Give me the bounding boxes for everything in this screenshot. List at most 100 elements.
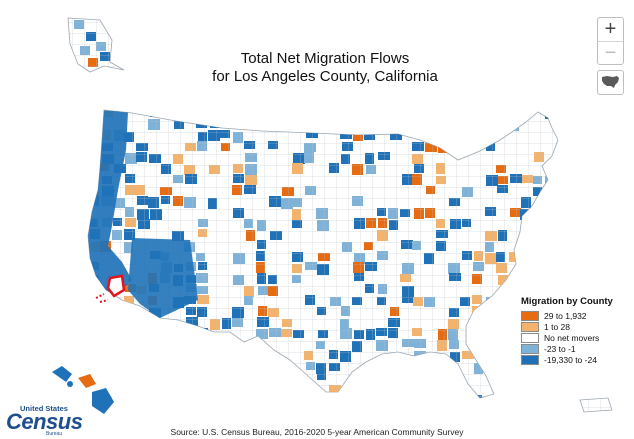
county-cell[interactable] bbox=[160, 341, 171, 351]
county-cell[interactable] bbox=[533, 394, 542, 403]
county-cell[interactable] bbox=[210, 374, 219, 384]
county-cell[interactable] bbox=[556, 143, 566, 154]
county-cell[interactable] bbox=[137, 385, 146, 393]
county-cell[interactable] bbox=[533, 252, 543, 261]
county-cell[interactable] bbox=[90, 142, 101, 150]
county-cell[interactable] bbox=[436, 119, 446, 129]
county-cell[interactable] bbox=[558, 395, 567, 406]
county-cell[interactable] bbox=[377, 374, 386, 384]
county-cell[interactable] bbox=[496, 339, 508, 350]
county-cell[interactable] bbox=[88, 110, 97, 120]
county-cell[interactable] bbox=[558, 198, 567, 207]
county-cell[interactable] bbox=[268, 108, 277, 118]
county-cell[interactable] bbox=[137, 396, 146, 406]
county-cell[interactable] bbox=[209, 339, 219, 350]
county-cell[interactable] bbox=[378, 396, 390, 406]
county-cell[interactable] bbox=[424, 372, 435, 381]
county-cell[interactable] bbox=[126, 373, 138, 382]
county-cell[interactable] bbox=[510, 383, 520, 392]
county-cell[interactable] bbox=[497, 350, 506, 361]
county-cell[interactable] bbox=[557, 120, 568, 131]
county-cell[interactable] bbox=[438, 362, 448, 373]
county-cell[interactable] bbox=[424, 384, 434, 395]
county-cell[interactable] bbox=[172, 109, 181, 117]
county-cell[interactable] bbox=[150, 108, 161, 117]
county-cell[interactable] bbox=[149, 341, 158, 349]
county-cell[interactable] bbox=[532, 373, 544, 381]
county-cell[interactable] bbox=[400, 396, 411, 404]
county-cell[interactable] bbox=[522, 284, 534, 292]
county-cell[interactable] bbox=[88, 340, 97, 348]
county-cell[interactable] bbox=[161, 384, 170, 394]
county-cell[interactable] bbox=[234, 341, 246, 350]
county-cell[interactable] bbox=[270, 395, 280, 406]
county-cell[interactable] bbox=[557, 231, 568, 239]
county-cell[interactable] bbox=[148, 329, 160, 339]
county-cell[interactable] bbox=[294, 110, 303, 119]
county-cell[interactable] bbox=[125, 361, 135, 370]
county-cell[interactable] bbox=[174, 363, 184, 372]
county-cell[interactable] bbox=[376, 383, 386, 392]
county-cell[interactable] bbox=[522, 253, 534, 263]
county-cell[interactable] bbox=[317, 109, 326, 120]
county-cell[interactable] bbox=[149, 384, 159, 394]
county-cell[interactable] bbox=[102, 296, 113, 305]
county-cell[interactable] bbox=[545, 164, 557, 173]
county-cell[interactable] bbox=[185, 396, 197, 406]
county-cell[interactable] bbox=[126, 396, 135, 407]
county-cell[interactable] bbox=[305, 109, 316, 118]
county-cell[interactable] bbox=[532, 273, 541, 283]
county-cell[interactable] bbox=[198, 394, 208, 402]
county-cell[interactable] bbox=[353, 119, 363, 127]
county-cell[interactable] bbox=[113, 394, 123, 404]
county-cell[interactable] bbox=[306, 396, 317, 406]
county-cell[interactable] bbox=[269, 383, 281, 392]
county-cell[interactable] bbox=[89, 308, 98, 317]
county-cell[interactable] bbox=[102, 373, 111, 382]
county-cell[interactable] bbox=[148, 317, 160, 325]
county-cell[interactable] bbox=[305, 383, 316, 394]
county-cell[interactable] bbox=[113, 350, 123, 360]
county-cell[interactable] bbox=[101, 362, 112, 371]
county-cell[interactable] bbox=[318, 121, 327, 129]
county-cell[interactable] bbox=[448, 373, 459, 383]
county-cell[interactable] bbox=[89, 330, 101, 338]
county-cell[interactable] bbox=[160, 363, 172, 371]
county-cell[interactable] bbox=[354, 385, 365, 396]
county-cell[interactable] bbox=[534, 240, 544, 249]
county-cell[interactable] bbox=[114, 363, 126, 374]
county-cell[interactable] bbox=[365, 383, 377, 393]
county-cell[interactable] bbox=[522, 220, 532, 228]
county-cell[interactable] bbox=[258, 383, 269, 392]
county-cell[interactable] bbox=[185, 350, 197, 361]
county-cell[interactable] bbox=[557, 108, 566, 119]
county-cell[interactable] bbox=[544, 264, 556, 275]
county-cell[interactable] bbox=[257, 396, 268, 405]
county-cell[interactable] bbox=[100, 319, 110, 327]
county-cell[interactable] bbox=[473, 131, 484, 141]
county-cell[interactable] bbox=[510, 308, 520, 318]
county-cell[interactable] bbox=[438, 395, 450, 405]
county-cell[interactable] bbox=[484, 341, 494, 351]
county-cell[interactable] bbox=[544, 253, 553, 261]
county-cell[interactable] bbox=[256, 351, 267, 360]
county-cell[interactable] bbox=[186, 372, 197, 380]
county-cell[interactable] bbox=[292, 121, 304, 129]
county-cell[interactable] bbox=[210, 384, 219, 394]
county-cell[interactable] bbox=[245, 374, 257, 383]
county-cell[interactable] bbox=[150, 350, 162, 358]
county-cell[interactable] bbox=[365, 109, 376, 119]
county-cell[interactable] bbox=[484, 351, 493, 362]
county-cell[interactable] bbox=[113, 384, 124, 393]
county-cell[interactable] bbox=[244, 121, 256, 130]
county-cell[interactable] bbox=[389, 373, 401, 382]
zoom-out-button[interactable]: − bbox=[598, 41, 623, 64]
la-county-highlight[interactable] bbox=[106, 274, 126, 298]
county-cell[interactable] bbox=[460, 394, 469, 403]
county-cell[interactable] bbox=[376, 110, 386, 119]
county-cell[interactable] bbox=[186, 383, 198, 393]
county-cell[interactable] bbox=[172, 328, 184, 339]
county-cell[interactable] bbox=[101, 351, 113, 359]
us-map-icon[interactable] bbox=[597, 70, 624, 95]
